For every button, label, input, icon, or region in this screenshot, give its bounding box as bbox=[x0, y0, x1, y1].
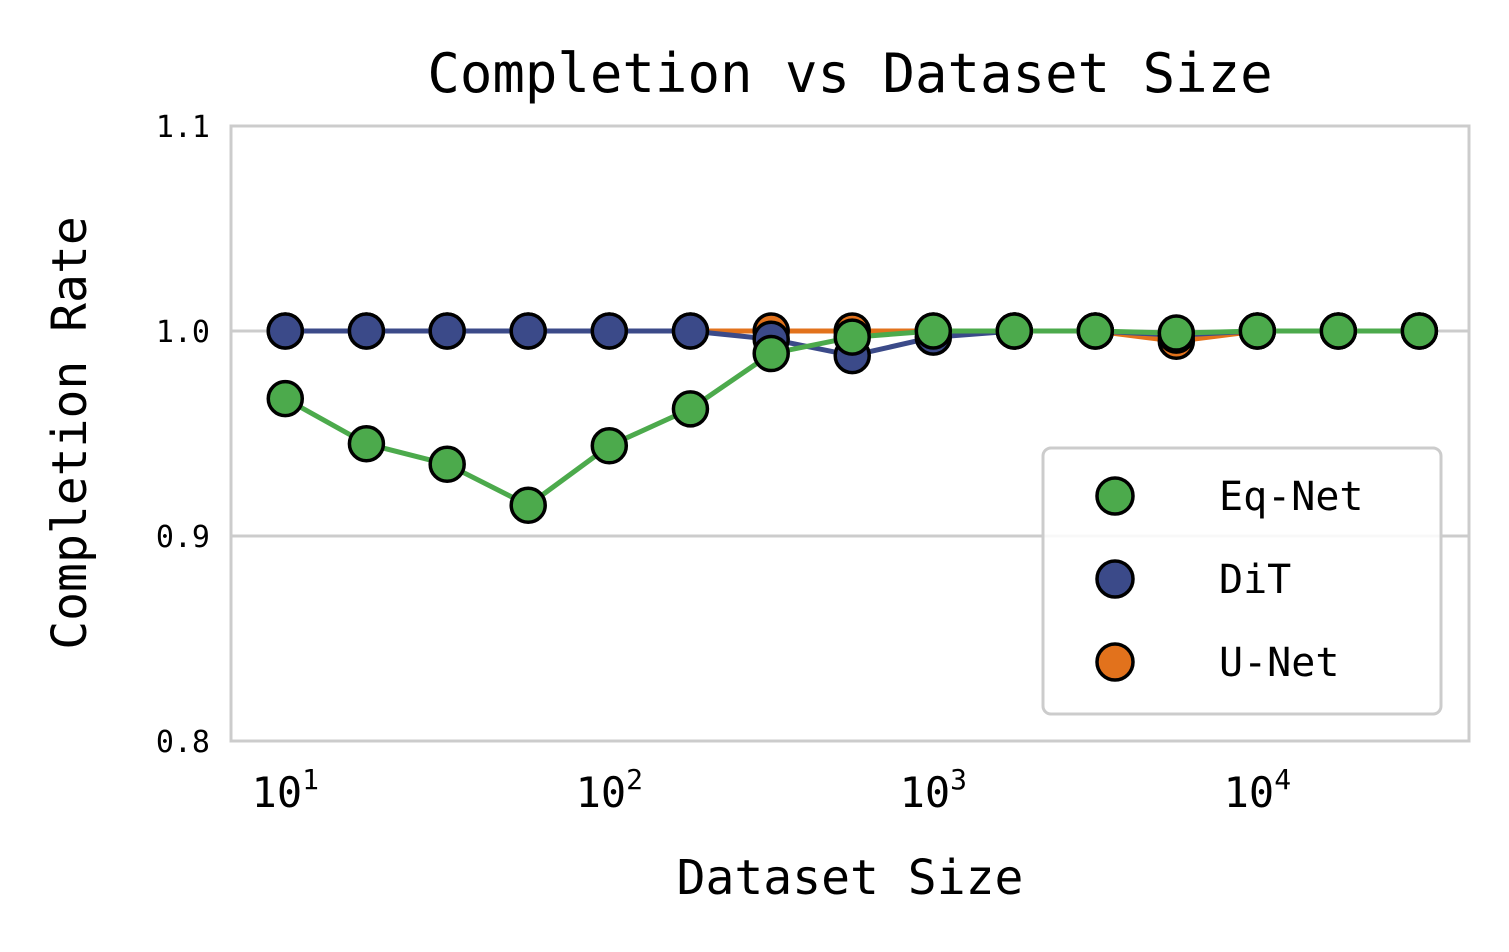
y-tick-label: 0.8 bbox=[156, 725, 210, 760]
y-tick-label: 1.0 bbox=[156, 315, 210, 350]
data-point bbox=[1076, 312, 1115, 350]
plot-frame bbox=[229, 124, 1471, 743]
y-tick-labels: 0.8 0.9 1.0 1.1 bbox=[156, 110, 210, 760]
data-point bbox=[1238, 312, 1277, 350]
x-tick-label: 101 bbox=[252, 763, 319, 817]
legend-item: Eq-Net bbox=[1095, 474, 1364, 520]
data-point bbox=[428, 445, 466, 483]
legend-item: DiT bbox=[1095, 557, 1291, 603]
data-point bbox=[509, 486, 547, 524]
data-point bbox=[347, 425, 386, 463]
x-tick-label: 104 bbox=[1224, 763, 1291, 817]
data-point bbox=[833, 318, 871, 356]
legend-item: U-Net bbox=[1095, 640, 1339, 686]
series-layer bbox=[266, 312, 1439, 524]
data-point bbox=[509, 312, 547, 350]
data-point bbox=[590, 312, 629, 350]
data-point bbox=[752, 334, 790, 373]
data-point bbox=[671, 312, 710, 350]
legend-label: DiT bbox=[1219, 557, 1291, 603]
data-point bbox=[914, 312, 953, 350]
data-point bbox=[590, 427, 629, 465]
data-point bbox=[1157, 314, 1196, 352]
data-point bbox=[671, 390, 710, 428]
x-axis-label: Dataset Size bbox=[677, 850, 1024, 906]
y-tick-label: 1.1 bbox=[156, 110, 210, 145]
legend-marker bbox=[1095, 559, 1135, 599]
data-point bbox=[347, 312, 386, 350]
legend-label: U-Net bbox=[1219, 640, 1339, 686]
legend-label: Eq-Net bbox=[1219, 474, 1364, 520]
x-tick-label: 102 bbox=[576, 763, 643, 817]
chart-title: Completion vs Dataset Size bbox=[427, 42, 1272, 105]
y-axis-label: Completion Rate bbox=[42, 216, 98, 649]
data-point bbox=[266, 379, 305, 418]
legend-box bbox=[1041, 446, 1443, 716]
data-point bbox=[428, 312, 466, 350]
data-point bbox=[1319, 312, 1358, 350]
y-tick-label: 0.9 bbox=[156, 520, 210, 555]
data-point bbox=[266, 312, 305, 350]
legend-marker bbox=[1095, 476, 1135, 516]
series-eq-net bbox=[266, 312, 1439, 524]
legend-items: Eq-Net DiT U-Net bbox=[1095, 474, 1364, 686]
x-tick-labels: 101 102 103 104 bbox=[252, 763, 1292, 817]
legend-marker bbox=[1095, 642, 1135, 682]
data-point bbox=[1400, 312, 1439, 350]
data-point bbox=[995, 312, 1034, 350]
x-tick-label: 103 bbox=[900, 763, 967, 817]
legend: Eq-Net DiT U-Net bbox=[1041, 446, 1443, 716]
